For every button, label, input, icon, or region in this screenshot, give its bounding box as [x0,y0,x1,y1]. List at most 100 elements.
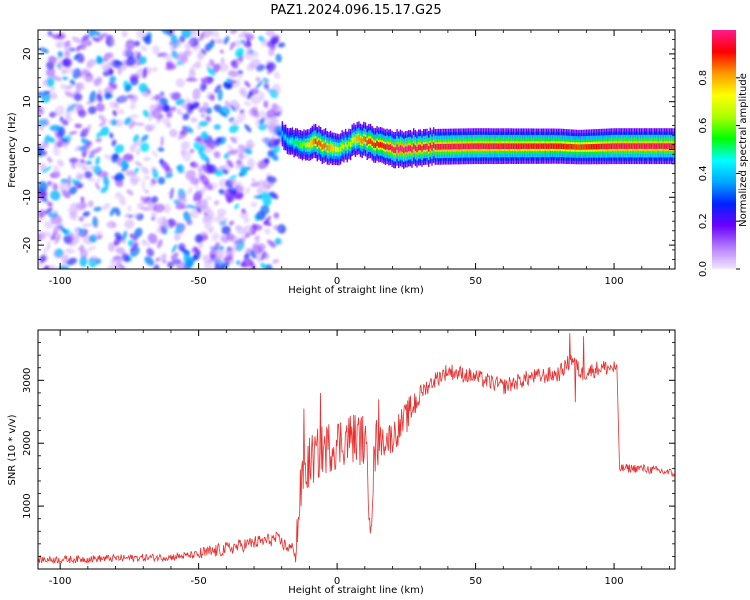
noise-blob [67,175,72,188]
noise-blob [77,227,84,235]
noise-blob [213,124,221,130]
signal-cell [389,144,392,150]
signal-cell [444,143,446,150]
noise-blob [187,187,193,195]
noise-blob [153,203,165,213]
noise-blob [143,157,151,161]
signal-cell [620,143,623,149]
signal-cell [509,143,511,149]
signal-cell [534,143,536,149]
signal-cell [511,143,513,149]
signal-cell [361,138,363,144]
noise-blob [191,246,198,253]
signal-cell [582,144,584,150]
noise-blob [140,45,148,52]
noise-blob [98,121,106,127]
signal-cell [456,143,458,150]
noise-blob [273,212,280,219]
signal-cell [358,135,360,141]
noise-blob [239,109,245,114]
noise-blob [244,33,255,41]
signal-cell [308,142,310,148]
signal-cell [291,138,294,143]
noise-blob [183,50,191,57]
signal-cell [642,143,644,149]
noise-blob [105,40,110,45]
signal-cell [491,143,493,149]
signal-cell [615,143,618,149]
noise-blob [134,227,143,238]
signal-cell [629,143,631,149]
noise-blob [95,56,104,65]
signal-cell [348,141,350,147]
signal-cell [411,146,413,153]
noise-blob [263,157,270,164]
signal-cell [303,141,305,147]
noise-blob [131,213,141,219]
noise-blob [57,159,64,167]
signal-cell [378,142,380,148]
noise-blob [192,88,201,100]
noise-blob [189,30,199,37]
noise-blob [126,189,134,196]
noise-blob [140,134,149,142]
noise-blob [255,80,264,89]
noise-blob [67,232,74,244]
noise-blob [250,143,255,149]
signal-cell [419,144,421,151]
noise-blob [82,211,91,217]
signal-cell [514,143,516,149]
signal-cell [564,143,566,150]
noise-blob [69,79,76,86]
noise-blob [50,190,61,201]
noise-blob [115,119,124,127]
noise-blob [115,60,124,66]
noise-blob [144,124,153,132]
signal-cell [316,141,318,147]
noise-blob [141,179,145,191]
noise-blob [133,140,144,147]
noise-blob [114,207,121,217]
noise-blob [217,89,223,101]
noise-blob [241,208,246,214]
noise-blob [102,202,111,211]
noise-blob [276,130,283,137]
noise-blob [89,149,95,157]
noise-blob [74,102,83,112]
noise-blob [197,106,205,114]
y-tick-label: 1000 [22,493,33,518]
noise-blob [102,175,110,187]
noise-blob [124,84,132,92]
noise-blob [152,45,160,55]
signal-cell [393,147,395,153]
signal-cell [649,143,651,149]
noise-blob [152,66,158,72]
noise-blob [108,242,115,252]
signal-cell [536,143,538,149]
signal-cell [421,146,423,152]
signal-cell [424,144,426,150]
noise-blob [159,97,168,106]
signal-cell [381,142,383,148]
noise-blob [125,56,136,67]
noise-blob [250,201,258,208]
noise-blob [239,236,246,245]
signal-cell [336,146,338,152]
signal-cell [329,144,332,150]
noise-blob [173,234,181,241]
noise-blob [65,116,74,122]
noise-blob [186,204,198,209]
noise-blob [100,126,110,136]
signal-cell [541,143,543,149]
noise-blob [180,103,190,110]
noise-blob [214,241,220,251]
snr-line [38,333,675,565]
noise-blob [109,259,120,266]
colorbar-gradient [712,30,736,269]
signal-cell [597,143,599,150]
signal-cell [622,143,624,149]
noise-blob [107,265,120,269]
noise-blob [45,93,50,98]
noise-blob [123,154,134,163]
noise-blob [67,104,76,114]
